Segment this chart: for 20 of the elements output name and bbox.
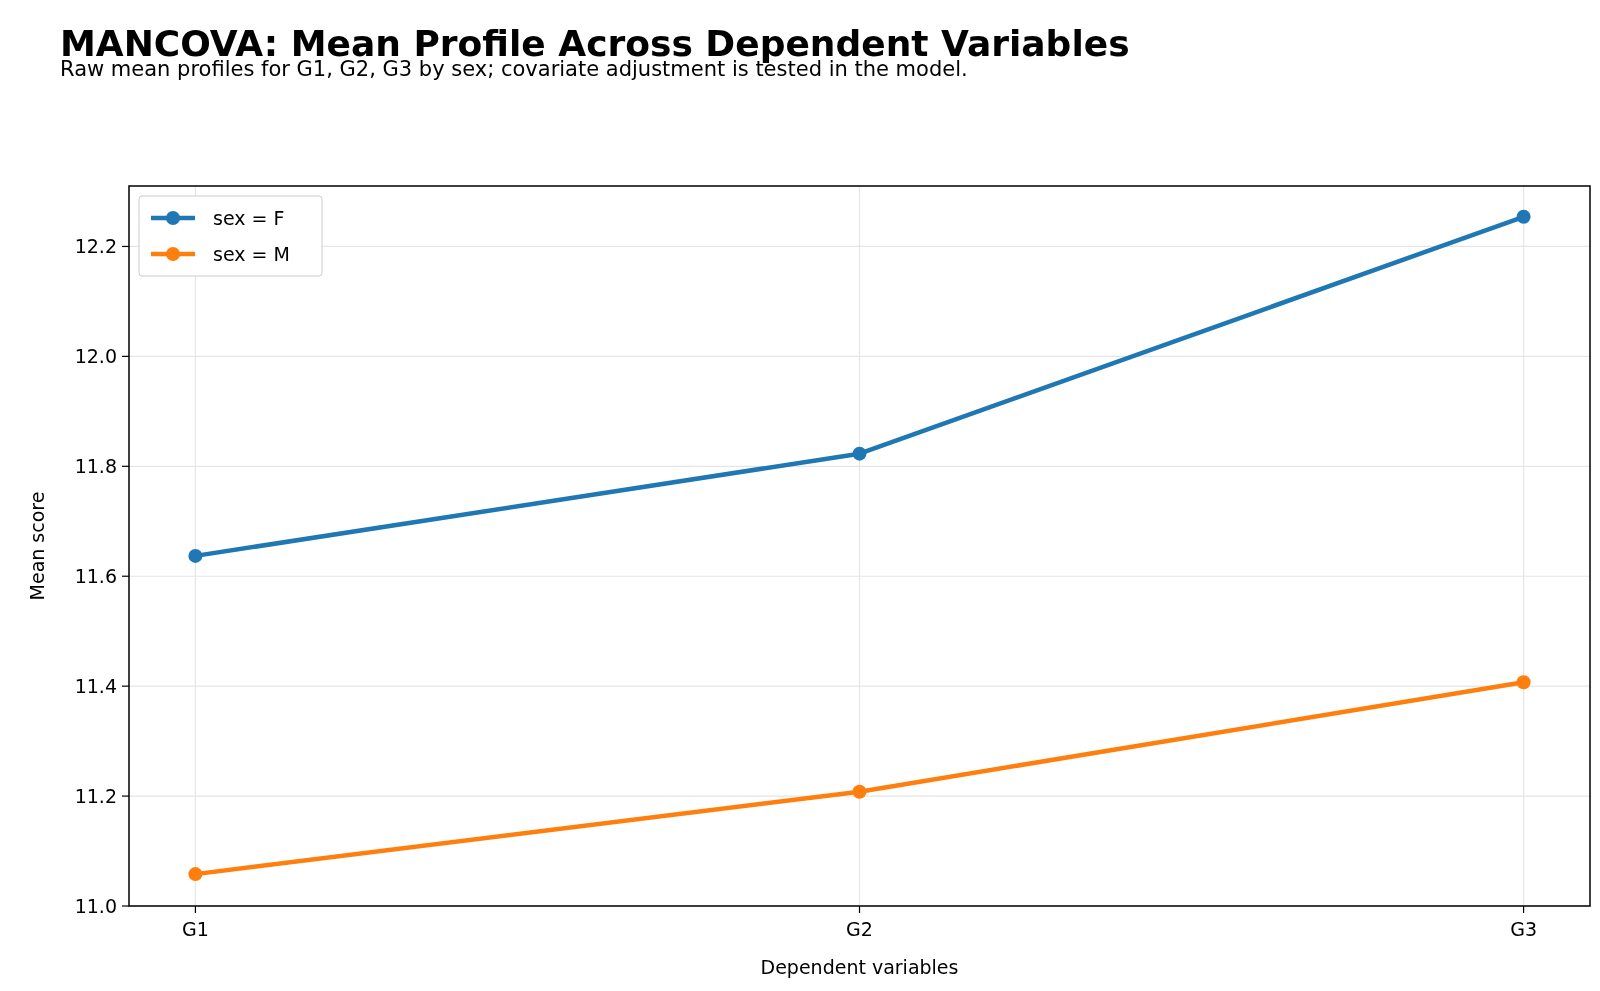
y-tick-label: 11.6 [74, 565, 117, 588]
legend-label: sex = M [213, 243, 290, 265]
y-tick-label: 11.4 [74, 675, 117, 698]
point [852, 446, 867, 461]
point [188, 548, 203, 563]
point [852, 784, 867, 799]
y-tick-label: 11.8 [74, 455, 117, 478]
x-tick-label: G2 [846, 918, 873, 940]
x-axis-title: Dependent variables [760, 956, 959, 978]
point [188, 867, 203, 882]
point [1516, 675, 1531, 690]
y-tick-label: 11.2 [74, 785, 117, 808]
legend-label: sex = F [213, 207, 285, 229]
y-tick-label: 11.0 [74, 895, 117, 917]
x-tick-label: G3 [1510, 918, 1537, 940]
y-axis-title: Mean score [26, 491, 48, 601]
y-tick-label: 12.2 [74, 235, 117, 258]
point [1516, 209, 1531, 224]
x-tick-label: G1 [182, 918, 209, 940]
y-tick-label: 12.0 [74, 345, 117, 368]
